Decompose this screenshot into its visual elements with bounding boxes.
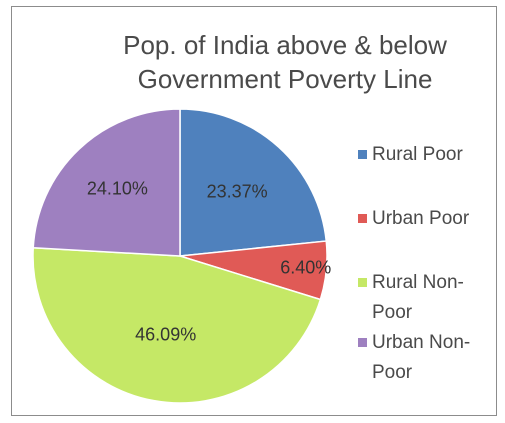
pie-slice-urban-non-poor [32, 108, 181, 257]
legend-swatch-rural-non-poor [358, 278, 367, 287]
legend-label-rural-non-poor: Rural Non- Poor [372, 272, 464, 323]
legend-swatch-urban-non-poor [358, 338, 367, 347]
legend-label-urban-poor: Urban Poor [372, 208, 470, 229]
pie-slice-rural-non-poor [32, 246, 322, 404]
chart-title-line-2: Government Poverty Line [137, 64, 433, 94]
legend-label-rural-poor: Rural Poor [372, 144, 463, 165]
data-label-rural-poor: 23.37% [207, 181, 268, 201]
chart-title-line-1: Pop. of India above & below [123, 30, 447, 60]
data-label-urban-poor: 6.40% [280, 257, 331, 277]
legend-swatch-urban-poor [358, 214, 367, 223]
data-label-urban-non-poor: 24.10% [87, 179, 148, 199]
legend-swatch-rural-poor [358, 150, 367, 159]
pie-slice-rural-poor [179, 108, 328, 257]
chart-title: Pop. of India above & below Government P… [75, 28, 495, 96]
data-label-rural-non-poor: 46.09% [135, 324, 196, 344]
legend-label-urban-non-poor: Urban Non- Poor [372, 332, 471, 383]
